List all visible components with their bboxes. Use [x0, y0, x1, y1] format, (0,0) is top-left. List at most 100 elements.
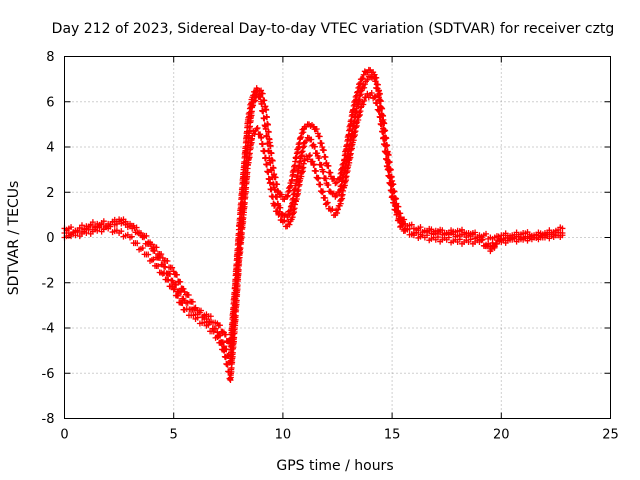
data-point-fill [130, 222, 137, 229]
data-point-fill [483, 230, 490, 237]
data-point-fill [386, 167, 393, 174]
data-point-fill [222, 354, 229, 361]
data-point-fill [491, 244, 498, 251]
data-point-fill [456, 236, 463, 243]
data-point-fill [100, 218, 107, 225]
y-tick-label: -2 [42, 276, 55, 291]
data-point [297, 134, 304, 141]
x-tick-label: 5 [170, 428, 178, 443]
data-point-fill [263, 161, 270, 168]
data-point-fill [308, 136, 315, 143]
data-point-fill [325, 182, 332, 189]
data-point-fill [387, 174, 394, 181]
data-point-fill [479, 236, 486, 243]
data-point-fill [394, 209, 401, 216]
data-point-fill [265, 148, 272, 155]
data-point-fill [320, 147, 327, 154]
data-point-fill [215, 333, 222, 340]
data-point-fill [434, 234, 441, 241]
data-point-fill [325, 162, 332, 169]
data-point-fill [267, 159, 274, 166]
data-point-fill [380, 128, 387, 135]
data-point-fill [329, 206, 336, 213]
data-point-fill [118, 228, 125, 235]
data-point-fill [364, 90, 371, 97]
data-point [358, 76, 365, 83]
data-point-fill [68, 233, 75, 240]
data-point-fill [139, 244, 146, 251]
data-point-fill [278, 191, 285, 198]
data-point-fill [76, 224, 83, 231]
data-point-fill [448, 227, 455, 234]
data-point [301, 157, 308, 164]
data-point-fill [224, 361, 231, 368]
data-point-fill [205, 321, 212, 328]
data-point-fill [334, 210, 341, 217]
data-point [520, 236, 527, 243]
data-point-fill [221, 347, 228, 354]
data-point-fill [141, 234, 148, 241]
data-point-fill [277, 204, 284, 211]
data-point-fill [164, 257, 171, 264]
data-point-fill [286, 221, 293, 228]
x-tick-label: 15 [384, 428, 401, 443]
data-point-fill [272, 186, 279, 193]
data-point-fill [314, 150, 321, 157]
data-point-fill [151, 247, 158, 254]
data-point-fill [264, 140, 271, 147]
data-point-fill [196, 309, 203, 316]
data-point [214, 334, 221, 341]
data-point-fill [378, 111, 385, 118]
data-point-fill [316, 133, 323, 140]
data-point-fill [157, 254, 164, 261]
data-point-fill [158, 251, 165, 258]
data-point-fill [322, 194, 329, 201]
data-point-fill [485, 243, 492, 250]
data-points [61, 66, 566, 384]
data-point-fill [147, 241, 154, 248]
data-point-fill [492, 241, 499, 248]
data-point-fill [177, 278, 184, 285]
data-point-fill [190, 306, 197, 313]
data-point-fill [389, 189, 396, 196]
data-point-fill [364, 76, 371, 83]
data-point-fill [185, 292, 192, 299]
data-point-fill [374, 85, 381, 92]
data-point-fill [494, 237, 501, 244]
y-tick-label: 4 [46, 141, 54, 156]
data-point-fill [153, 244, 160, 251]
data-point-fill [361, 97, 368, 104]
data-point-fill [269, 174, 276, 181]
data-point [170, 268, 177, 275]
data-point-fill [173, 281, 180, 288]
data-point [559, 232, 566, 239]
data-point-fill [513, 229, 520, 236]
data-point-fill [162, 263, 169, 270]
y-axis-title: SDTVAR / TECUs [6, 181, 22, 296]
y-tick-label: -4 [42, 322, 55, 337]
data-point-fill [315, 174, 322, 181]
data-point [253, 125, 260, 132]
data-point-fill [333, 192, 340, 199]
data-point-fill [322, 154, 329, 161]
data-point-fill [400, 220, 407, 227]
data-point-fill [382, 143, 389, 150]
data-point-fill [406, 225, 413, 232]
y-tick-label: 6 [46, 95, 54, 110]
data-point-fill [304, 156, 311, 163]
data-point-fill [259, 141, 266, 148]
data-point-fill [251, 91, 258, 98]
data-point-fill [383, 156, 390, 163]
data-point-fill [320, 168, 327, 175]
data-point-fill [361, 84, 368, 91]
data-point-fill [210, 328, 217, 335]
data-point-fill [180, 285, 187, 292]
data-point-fill [374, 100, 381, 107]
data-point-fill [258, 101, 265, 108]
data-point-fill [134, 240, 141, 247]
data-point [319, 189, 326, 196]
data-point-fill [173, 271, 180, 278]
data-point-fill [488, 246, 495, 253]
data-point-fill [303, 137, 310, 144]
y-tick-label: -8 [42, 412, 55, 427]
